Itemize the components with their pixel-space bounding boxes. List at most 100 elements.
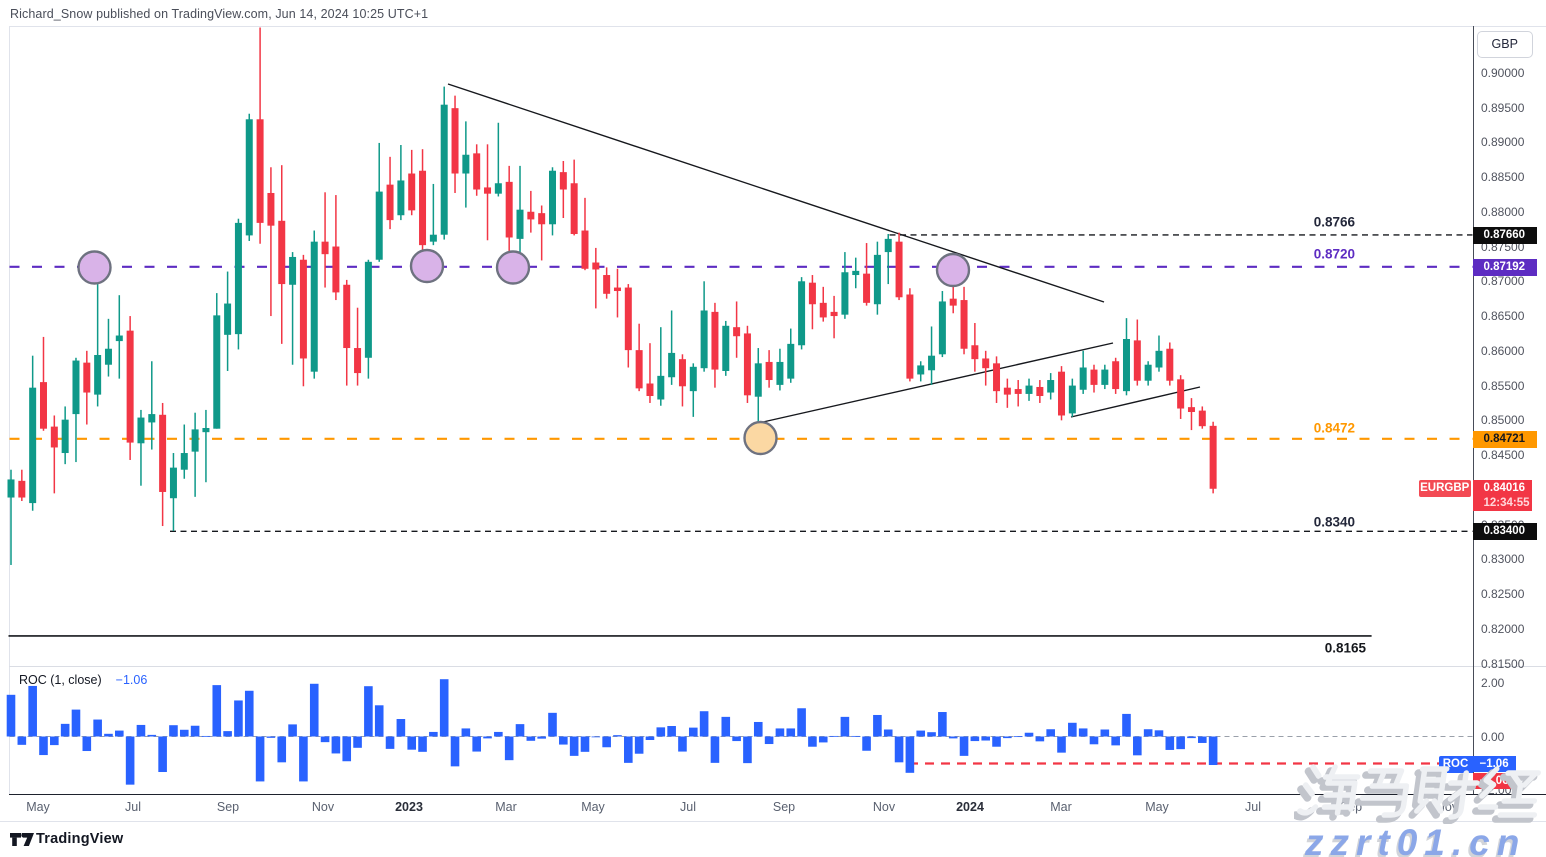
candle-body[interactable] [29, 387, 37, 504]
candle-body[interactable] [104, 348, 112, 365]
candle-body[interactable] [635, 350, 643, 389]
candle-body[interactable] [473, 153, 481, 190]
candle-body[interactable] [310, 241, 318, 372]
candle-body[interactable] [1155, 350, 1163, 368]
candle-body[interactable] [267, 192, 275, 226]
trendline-1[interactable] [447, 83, 1105, 303]
candle-body[interactable] [613, 287, 621, 292]
candle-body[interactable] [624, 287, 632, 351]
candle-body[interactable] [1112, 361, 1120, 390]
candle-body[interactable] [971, 345, 979, 360]
candle-body[interactable] [938, 301, 946, 355]
candle-body[interactable] [668, 352, 676, 378]
candle-body[interactable] [213, 315, 221, 429]
candle-body[interactable] [982, 358, 990, 369]
candle-body[interactable] [1133, 340, 1141, 381]
annotation-circle-5[interactable] [743, 420, 778, 456]
candle-body[interactable] [1198, 410, 1206, 427]
candle-body[interactable] [126, 330, 134, 443]
annotation-circle-4[interactable] [935, 252, 971, 288]
candle-body[interactable] [592, 262, 600, 270]
candle-body[interactable] [462, 154, 470, 174]
candle-body[interactable] [1014, 389, 1022, 394]
candle-body[interactable] [408, 173, 416, 211]
candle-body[interactable] [278, 220, 286, 285]
candle-body[interactable] [1166, 348, 1174, 381]
candle-body[interactable] [505, 181, 513, 238]
candle-body[interactable] [516, 209, 524, 239]
candle-body[interactable] [50, 426, 58, 448]
candle-body[interactable] [234, 222, 242, 335]
candle-body[interactable] [527, 211, 535, 220]
candle-body[interactable] [993, 363, 1001, 392]
candle-body[interactable] [354, 348, 362, 374]
candle-body[interactable] [581, 230, 589, 269]
indicator-legend[interactable]: ROC (1, close) −1.06 [19, 673, 147, 687]
candle-body[interactable] [928, 355, 936, 371]
candle-body[interactable] [863, 273, 871, 303]
candle-body[interactable] [180, 453, 188, 470]
candle-body[interactable] [711, 311, 719, 370]
candle-body[interactable] [798, 281, 806, 346]
candle-body[interactable] [202, 427, 210, 433]
candle-body[interactable] [1003, 387, 1011, 395]
candle-body[interactable] [245, 119, 253, 236]
candle-body[interactable] [364, 261, 372, 358]
tradingview-brand-text[interactable]: TradingView [36, 831, 124, 847]
candle-body[interactable] [83, 362, 91, 393]
currency-toggle-button[interactable]: GBP [1477, 31, 1533, 58]
candle-body[interactable] [884, 238, 892, 253]
candle-body[interactable] [375, 191, 383, 260]
candle-body[interactable] [960, 300, 968, 349]
candle-body[interactable] [386, 184, 394, 221]
candle-body[interactable] [7, 479, 15, 498]
candle-body[interactable] [733, 327, 741, 337]
candle-body[interactable] [61, 419, 69, 454]
candle-body[interactable] [808, 282, 816, 305]
candle-body[interactable] [559, 172, 567, 190]
candle-body[interactable] [852, 270, 860, 276]
candle-body[interactable] [429, 234, 437, 242]
candle-body[interactable] [1025, 385, 1033, 394]
candle-body[interactable] [787, 343, 795, 379]
tradingview-logo-icon[interactable] [10, 832, 34, 847]
candle-body[interactable] [159, 414, 167, 492]
candle-body[interactable] [689, 366, 697, 392]
candle-body[interactable] [1177, 379, 1185, 409]
candle-body[interactable] [18, 480, 26, 498]
candle-body[interactable] [917, 365, 925, 375]
candle-body[interactable] [765, 361, 773, 381]
candle-body[interactable] [1090, 369, 1098, 385]
candle-body[interactable] [949, 298, 957, 306]
candle-body[interactable] [657, 375, 665, 400]
candle-body[interactable] [494, 183, 502, 194]
candle-body[interactable] [39, 382, 47, 429]
candle-body[interactable] [830, 311, 838, 317]
candle-body[interactable] [289, 256, 297, 285]
candle-body[interactable] [397, 180, 405, 216]
candle-body[interactable] [343, 284, 351, 349]
candle-body[interactable] [1058, 371, 1066, 416]
candle-body[interactable] [191, 429, 199, 452]
annotation-circle-2[interactable] [409, 248, 445, 284]
candle-body[interactable] [841, 272, 849, 315]
indicator-title[interactable]: ROC (1, close) [19, 673, 102, 687]
candle-body[interactable] [484, 187, 492, 194]
trendline-2[interactable] [762, 342, 1114, 423]
candle-body[interactable] [440, 104, 448, 235]
candle-body[interactable] [1068, 385, 1076, 414]
candle-body[interactable] [754, 363, 762, 397]
candle-body[interactable] [148, 414, 156, 423]
candle-body[interactable] [538, 213, 546, 225]
candle-body[interactable] [678, 359, 686, 387]
candle-body[interactable] [819, 302, 827, 318]
annotation-circle-1[interactable] [77, 250, 112, 285]
candle-body[interactable] [94, 354, 102, 395]
candle-body[interactable] [224, 303, 232, 335]
candle-body[interactable] [570, 183, 578, 235]
candle-body[interactable] [743, 333, 751, 396]
candle-body[interactable] [299, 259, 307, 359]
candle-body[interactable] [906, 294, 914, 379]
candle-body[interactable] [722, 325, 730, 371]
